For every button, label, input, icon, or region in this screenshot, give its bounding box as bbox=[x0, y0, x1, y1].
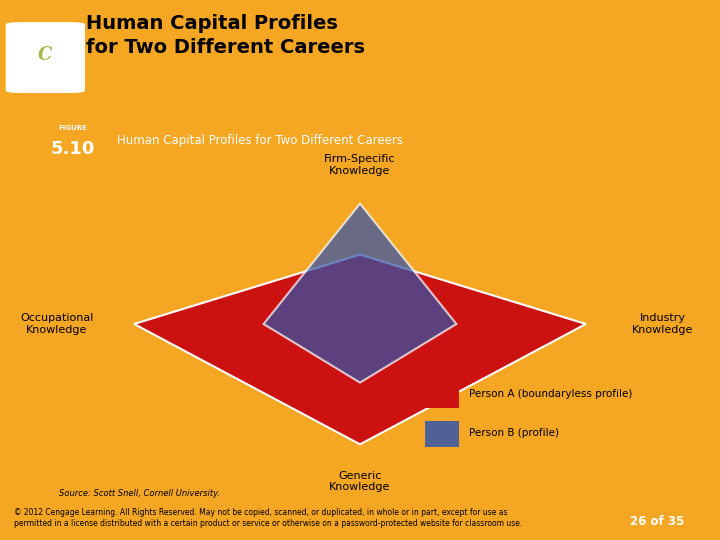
Text: Occupational
Knowledge: Occupational Knowledge bbox=[20, 313, 94, 335]
Text: Person A (boundaryless profile): Person A (boundaryless profile) bbox=[469, 389, 633, 400]
Polygon shape bbox=[134, 254, 586, 444]
Text: Industry
Knowledge: Industry Knowledge bbox=[632, 313, 693, 335]
Text: C: C bbox=[38, 46, 53, 64]
Polygon shape bbox=[264, 204, 456, 383]
FancyBboxPatch shape bbox=[6, 22, 85, 93]
Text: Source: Scott Snell, Cornell University.: Source: Scott Snell, Cornell University. bbox=[60, 489, 220, 497]
Text: Human Capital Profiles for Two Different Careers: Human Capital Profiles for Two Different… bbox=[117, 134, 403, 147]
Text: Human Capital Profiles
for Two Different Careers: Human Capital Profiles for Two Different… bbox=[86, 14, 365, 57]
Bar bbox=[426, 382, 459, 408]
Text: 26 of 35: 26 of 35 bbox=[630, 515, 684, 528]
Text: 5.10: 5.10 bbox=[50, 140, 95, 158]
Bar bbox=[426, 421, 459, 447]
Text: Firm-Specific
Knowledge: Firm-Specific Knowledge bbox=[324, 154, 396, 176]
Text: © 2012 Cengage Learning. All Rights Reserved. May not be copied, scanned, or dup: © 2012 Cengage Learning. All Rights Rese… bbox=[14, 508, 523, 528]
Text: Generic
Knowledge: Generic Knowledge bbox=[329, 470, 391, 492]
Text: FIGURE: FIGURE bbox=[58, 125, 87, 131]
Text: Person B (profile): Person B (profile) bbox=[469, 428, 559, 438]
